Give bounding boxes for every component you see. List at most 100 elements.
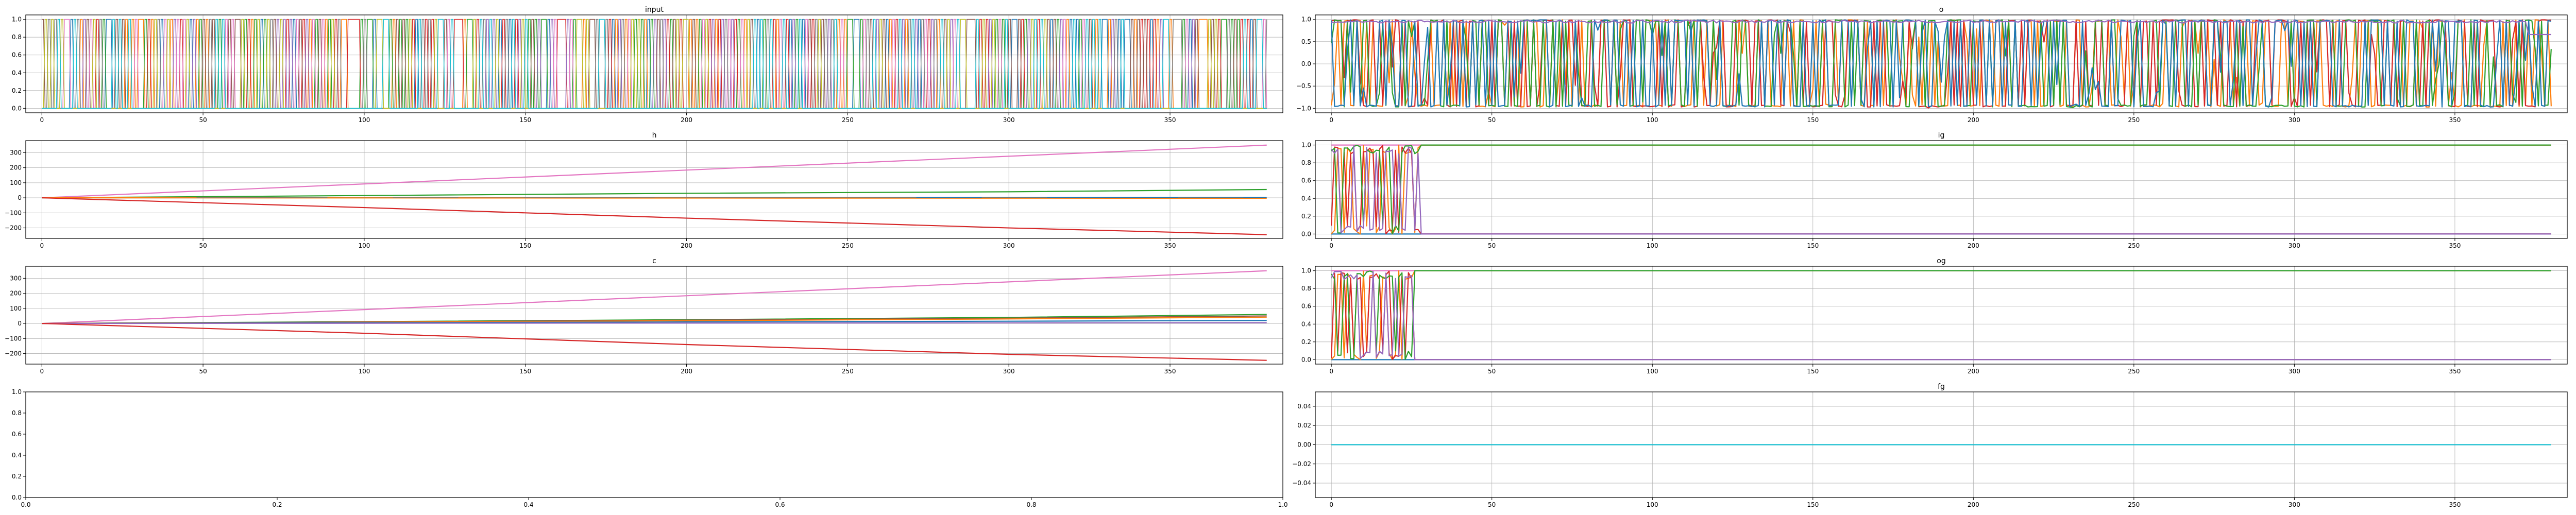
x-tick-label: 200 xyxy=(681,116,692,124)
subplot-h: 0 50 100 150 200 250 300 350 −200 −100 0 100 200 300 h xyxy=(5,131,1283,249)
y-tick-label: 0.0 xyxy=(1301,60,1311,67)
x-tick-label: 50 xyxy=(199,116,207,124)
y-tick-label: −200 xyxy=(5,350,22,357)
x-tick-label: 100 xyxy=(358,116,370,124)
y-tick-label: 0.6 xyxy=(12,431,22,438)
y-tick-label: 0.00 xyxy=(1297,441,1311,449)
x-tick-label: 300 xyxy=(2289,116,2300,124)
x-tick-label: 250 xyxy=(2128,501,2140,508)
subplot-c: 0 50 100 150 200 250 300 350 −200 −100 0 100 200 300 c xyxy=(5,257,1283,375)
axes-frame xyxy=(1315,266,2568,365)
y-tick-label: 100 xyxy=(10,179,22,186)
x-tick-label: 350 xyxy=(1164,116,1176,124)
x-tick-label: 100 xyxy=(1647,501,1658,508)
x-tick-label: 0 xyxy=(1329,368,1333,375)
y-tick-label: 0.2 xyxy=(12,473,22,480)
x-tick-label: 100 xyxy=(358,368,370,375)
y-tick-label: 0.0 xyxy=(1301,356,1311,363)
y-tick-label: 300 xyxy=(10,274,22,282)
x-tick-label: 100 xyxy=(1647,242,1658,249)
x-tick-label: 0 xyxy=(1329,242,1333,249)
y-tick-label: 0.2 xyxy=(1301,213,1311,220)
x-tick-label: 200 xyxy=(1968,116,1979,124)
axes-frame xyxy=(25,14,1283,113)
x-tick-label: 100 xyxy=(358,242,370,249)
series-group xyxy=(42,144,1267,235)
y-tick-label: 0.4 xyxy=(1301,195,1311,202)
x-tick-label: 300 xyxy=(2289,501,2300,508)
x-tick-label: 250 xyxy=(2128,368,2140,375)
x-tick-label: 200 xyxy=(681,368,692,375)
x-tick-label: 200 xyxy=(1968,242,1979,249)
series-line-5 xyxy=(1331,270,2551,360)
x-tick-label: 300 xyxy=(2289,242,2300,249)
x-tick-label: 50 xyxy=(1488,368,1496,375)
subplot-fg: 0 50 100 150 200 250 300 350 −0.04 −0.02 0.00 0.02 0… xyxy=(1292,383,2568,508)
x-tick-label: 50 xyxy=(1488,242,1496,249)
subplot-title: fg xyxy=(1938,383,1945,391)
y-tick-label: −0.02 xyxy=(1292,460,1311,468)
series-line-4 xyxy=(1331,20,2551,36)
y-tick-label: 1.0 xyxy=(12,16,22,23)
x-tick-label: 300 xyxy=(1003,368,1015,375)
y-tick-label: 0 xyxy=(18,320,22,327)
x-tick-label: 0 xyxy=(40,242,44,249)
x-tick-label: 250 xyxy=(842,116,854,124)
x-tick-label: 200 xyxy=(1968,368,1979,375)
subplot-title: o xyxy=(1939,6,1944,14)
x-tick-label: 200 xyxy=(681,242,692,249)
y-tick-label: 0.0 xyxy=(12,105,22,112)
y-tick-label: 0.8 xyxy=(1301,159,1311,166)
y-tick-label: −0.5 xyxy=(1296,82,1311,90)
subplot-ig: 0 50 100 150 200 250 300 350 0.0 0.2 0.4 0.6 0.8 1.0 i… xyxy=(1301,131,2568,249)
series-line-0 xyxy=(42,270,1267,324)
series-line-0 xyxy=(42,144,1267,199)
y-tick-label: 0.8 xyxy=(12,409,22,417)
y-tick-label: 0.02 xyxy=(1297,422,1311,429)
x-tick-label: 350 xyxy=(2449,368,2461,375)
series-line-4 xyxy=(1331,144,2551,235)
x-tick-label: 50 xyxy=(199,368,207,375)
x-tick-label: 0 xyxy=(40,368,44,375)
series-line-4 xyxy=(42,197,1267,235)
x-tick-label: 50 xyxy=(199,242,207,249)
x-tick-label: 350 xyxy=(2449,242,2461,249)
x-tick-label: 0 xyxy=(1329,116,1333,124)
subplot-title: input xyxy=(645,6,664,14)
series-group xyxy=(42,19,1267,109)
x-tick-label: 150 xyxy=(519,368,531,375)
y-tick-label: 100 xyxy=(10,305,22,312)
y-tick-label: 0.0 xyxy=(12,494,22,501)
axes-frame xyxy=(1315,140,2568,239)
series-group xyxy=(1331,19,2552,109)
y-tick-label: 1.0 xyxy=(1301,16,1311,23)
series-line-3 xyxy=(1331,270,2551,360)
series-line-4 xyxy=(1331,270,2551,360)
series-line-3 xyxy=(1331,19,2552,108)
x-tick-label: 0 xyxy=(40,116,44,124)
series-line-2 xyxy=(1331,19,2552,109)
series-line-5 xyxy=(1331,145,2551,235)
x-tick-label: 150 xyxy=(1807,501,1819,508)
subplot-input: 0 50 100 150 200 250 300 350 0.0 0.2 0.4 0.6 0.8 1.0 i… xyxy=(12,6,1283,124)
x-tick-label: 250 xyxy=(2128,116,2140,124)
y-tick-label: 0.6 xyxy=(12,52,22,59)
y-tick-label: −1.0 xyxy=(1296,105,1311,112)
y-tick-label: 0.8 xyxy=(1301,285,1311,292)
x-tick-label: 350 xyxy=(1164,242,1176,249)
axes-frame xyxy=(25,266,1283,365)
y-tick-label: 0.6 xyxy=(1301,177,1311,184)
x-tick-label: 200 xyxy=(1968,501,1979,508)
x-tick-label: 150 xyxy=(1807,368,1819,375)
x-tick-label: 0 xyxy=(1329,501,1333,508)
x-tick-label: 1.0 xyxy=(1278,501,1287,508)
y-tick-label: 0.0 xyxy=(1301,230,1311,237)
y-tick-label: 300 xyxy=(10,149,22,156)
series-group xyxy=(42,270,1267,361)
y-tick-label: 0.8 xyxy=(12,33,22,41)
y-tick-label: 200 xyxy=(10,164,22,171)
series-group xyxy=(1331,270,2551,360)
x-tick-label: 250 xyxy=(842,242,854,249)
y-tick-label: 0.04 xyxy=(1297,403,1311,410)
